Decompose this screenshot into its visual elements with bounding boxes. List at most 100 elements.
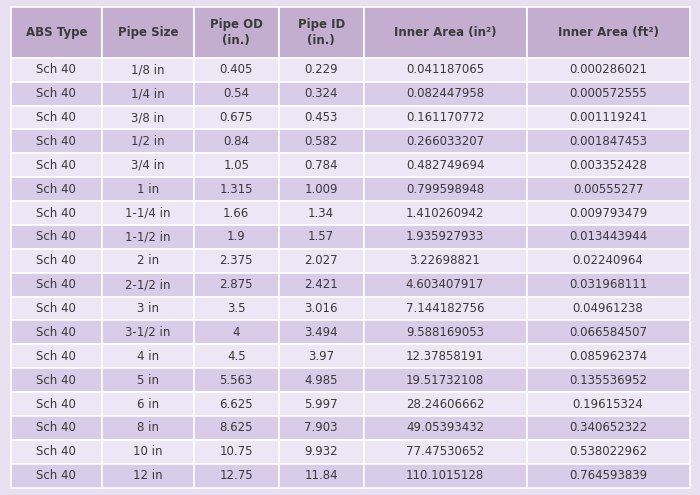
Bar xyxy=(526,105,690,130)
Bar xyxy=(279,7,363,58)
Text: 1.9: 1.9 xyxy=(227,230,246,244)
Bar xyxy=(194,416,279,440)
Text: Sch 40: Sch 40 xyxy=(36,421,76,435)
Bar xyxy=(10,416,102,440)
Text: Pipe OD
(in.): Pipe OD (in.) xyxy=(210,18,262,47)
Text: 1.410260942: 1.410260942 xyxy=(406,206,484,219)
Bar xyxy=(194,105,279,130)
Text: 3 in: 3 in xyxy=(137,302,159,315)
Bar xyxy=(194,225,279,249)
Text: 8.625: 8.625 xyxy=(220,421,253,435)
Bar xyxy=(526,130,690,153)
Bar xyxy=(363,345,526,368)
Bar xyxy=(194,273,279,297)
Text: 0.453: 0.453 xyxy=(304,111,338,124)
Bar xyxy=(279,105,363,130)
Bar xyxy=(279,177,363,201)
Bar xyxy=(363,58,526,82)
Text: 0.324: 0.324 xyxy=(304,87,338,100)
Text: 1.315: 1.315 xyxy=(220,183,253,196)
Bar xyxy=(279,225,363,249)
Bar xyxy=(102,440,194,464)
Bar xyxy=(10,225,102,249)
Bar xyxy=(526,464,690,488)
Text: 2 in: 2 in xyxy=(137,254,159,267)
Bar xyxy=(279,297,363,320)
Bar xyxy=(279,130,363,153)
Bar xyxy=(102,345,194,368)
Bar xyxy=(526,345,690,368)
Bar xyxy=(194,464,279,488)
Text: 77.47530652: 77.47530652 xyxy=(406,446,484,458)
Text: 1 in: 1 in xyxy=(137,183,159,196)
Text: 0.082447958: 0.082447958 xyxy=(406,87,484,100)
Text: 1.34: 1.34 xyxy=(308,206,334,219)
Bar xyxy=(363,392,526,416)
Bar xyxy=(363,177,526,201)
Text: 1/8 in: 1/8 in xyxy=(131,63,164,76)
Bar xyxy=(102,177,194,201)
Text: Inner Area (in²): Inner Area (in²) xyxy=(394,26,496,39)
Text: Sch 40: Sch 40 xyxy=(36,278,76,291)
Text: 0.266033207: 0.266033207 xyxy=(406,135,484,148)
Bar xyxy=(10,153,102,177)
Text: 4.5: 4.5 xyxy=(227,350,246,363)
Text: 0.340652322: 0.340652322 xyxy=(569,421,647,435)
Bar xyxy=(279,320,363,345)
Bar xyxy=(102,58,194,82)
Text: 3.97: 3.97 xyxy=(308,350,334,363)
Bar xyxy=(363,273,526,297)
Text: 7.144182756: 7.144182756 xyxy=(406,302,484,315)
Bar xyxy=(279,273,363,297)
Bar xyxy=(102,130,194,153)
Bar xyxy=(526,82,690,105)
Bar xyxy=(279,82,363,105)
Text: 2.875: 2.875 xyxy=(220,278,253,291)
Bar xyxy=(10,440,102,464)
Text: Sch 40: Sch 40 xyxy=(36,302,76,315)
Text: 0.482749694: 0.482749694 xyxy=(406,159,484,172)
Text: 0.675: 0.675 xyxy=(220,111,253,124)
Bar xyxy=(279,153,363,177)
Bar xyxy=(194,153,279,177)
Bar xyxy=(194,58,279,82)
Text: ABS Type: ABS Type xyxy=(26,26,87,39)
Bar xyxy=(526,440,690,464)
Bar xyxy=(279,440,363,464)
Text: 0.001847453: 0.001847453 xyxy=(569,135,647,148)
Text: 3-1/2 in: 3-1/2 in xyxy=(125,326,171,339)
Bar xyxy=(10,105,102,130)
Bar xyxy=(363,130,526,153)
Bar xyxy=(363,249,526,273)
Bar xyxy=(10,345,102,368)
Text: 0.799598948: 0.799598948 xyxy=(406,183,484,196)
Bar xyxy=(526,297,690,320)
Bar xyxy=(10,368,102,392)
Text: 12 in: 12 in xyxy=(133,469,163,482)
Bar xyxy=(363,464,526,488)
Bar xyxy=(102,464,194,488)
Bar xyxy=(194,7,279,58)
Text: 0.229: 0.229 xyxy=(304,63,338,76)
Bar xyxy=(102,153,194,177)
Text: 0.04961238: 0.04961238 xyxy=(573,302,643,315)
Text: Sch 40: Sch 40 xyxy=(36,159,76,172)
Text: 9.588169053: 9.588169053 xyxy=(406,326,484,339)
Bar xyxy=(194,130,279,153)
Bar xyxy=(526,177,690,201)
Text: 2.421: 2.421 xyxy=(304,278,338,291)
Bar xyxy=(279,249,363,273)
Bar xyxy=(194,368,279,392)
Text: 4 in: 4 in xyxy=(137,350,159,363)
Bar xyxy=(526,320,690,345)
Text: 1/4 in: 1/4 in xyxy=(131,87,164,100)
Text: 5.997: 5.997 xyxy=(304,397,338,410)
Text: 1.935927933: 1.935927933 xyxy=(406,230,484,244)
Bar xyxy=(10,392,102,416)
Text: 1.05: 1.05 xyxy=(223,159,249,172)
Text: 19.51732108: 19.51732108 xyxy=(406,374,484,387)
Bar xyxy=(363,297,526,320)
Bar xyxy=(10,201,102,225)
Text: 28.24606662: 28.24606662 xyxy=(406,397,484,410)
Bar xyxy=(279,58,363,82)
